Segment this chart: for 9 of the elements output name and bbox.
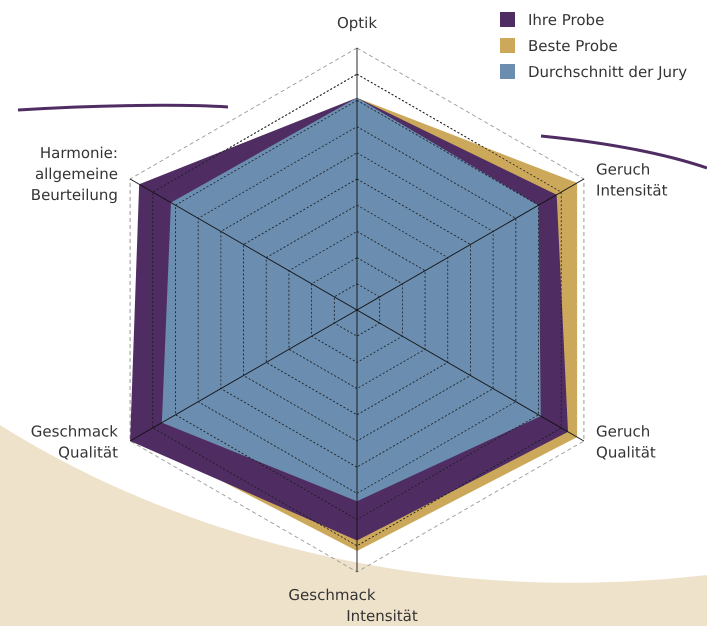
legend-label: Durchschnitt der Jury [528, 63, 688, 81]
legend-label: Ihre Probe [528, 11, 604, 29]
spoke-label: Harmonie: allgemeine Beurteilung [30, 144, 118, 204]
spoke-label: Optik [336, 14, 378, 32]
legend-label: Beste Probe [528, 37, 618, 55]
spoke-label: Geschmack Qualität [30, 422, 118, 462]
spoke-label: Geruch Qualität [596, 422, 656, 462]
spoke-label: Geschmack Intensität [288, 586, 418, 625]
spoke-label: Geruch Intensität [596, 160, 668, 200]
